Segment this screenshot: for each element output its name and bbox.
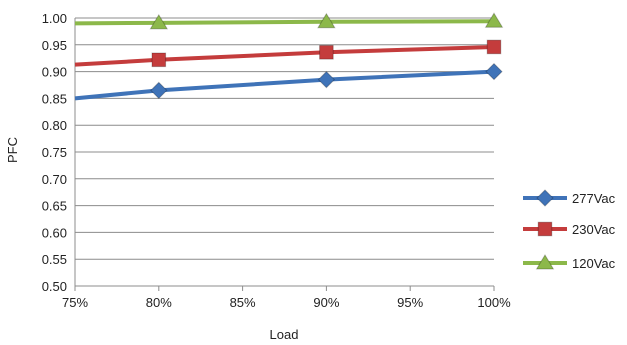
legend-item: 277Vac xyxy=(523,189,616,207)
legend-label: 230Vac xyxy=(572,222,616,237)
y-tick-label: 0.50 xyxy=(42,279,67,294)
legend-item: 230Vac xyxy=(523,221,616,237)
y-tick-label: 0.95 xyxy=(42,38,67,53)
x-tick-label: 80% xyxy=(146,295,172,310)
data-point-diamond xyxy=(485,62,503,81)
series-277Vac xyxy=(74,62,503,101)
x-tick-labels: 75% 80% 85% 90% 95% 100% xyxy=(62,295,511,310)
y-tick-label: 0.70 xyxy=(42,172,67,187)
data-point-square xyxy=(537,221,553,237)
y-tick-label: 0.75 xyxy=(42,145,67,160)
y-tick-label: 0.65 xyxy=(42,199,67,214)
data-point-triangle xyxy=(535,254,555,270)
legend-item: 120Vac xyxy=(523,254,616,271)
legend: 277Vac 230Vac 120Vac xyxy=(523,189,616,271)
x-tick-label: 90% xyxy=(313,295,339,310)
y-tick-labels: 0.50 0.55 0.60 0.65 0.70 0.75 0.80 0.85 0.90 0.95… xyxy=(42,11,67,294)
x-tick-label: 75% xyxy=(62,295,88,310)
axes xyxy=(74,18,495,291)
x-axis-title: Load xyxy=(270,327,299,342)
y-tick-label: 1.00 xyxy=(42,11,67,26)
y-tick-label: 0.55 xyxy=(42,252,67,267)
y-tick-label: 0.90 xyxy=(42,65,67,80)
series-line xyxy=(74,19,495,26)
y-axis-title: PFC xyxy=(5,137,20,163)
series-120Vac xyxy=(74,12,504,30)
data-point-diamond xyxy=(317,70,336,89)
y-tick-label: 0.85 xyxy=(42,91,67,106)
series-group xyxy=(74,12,504,101)
data-point-square xyxy=(151,52,167,68)
data-point-diamond xyxy=(150,81,168,100)
x-tick-label: 100% xyxy=(477,295,511,310)
y-tick-label: 0.60 xyxy=(42,225,67,240)
data-point-triangle xyxy=(149,13,169,30)
gridlines xyxy=(75,17,494,287)
x-tick-label: 85% xyxy=(230,295,256,310)
y-tick-label: 0.80 xyxy=(42,118,67,133)
data-point-diamond xyxy=(536,189,554,207)
data-point-triangle xyxy=(317,12,336,29)
legend-label: 120Vac xyxy=(572,256,616,271)
series-line xyxy=(74,44,495,67)
data-point-square xyxy=(486,39,502,55)
series-230Vac xyxy=(74,39,502,68)
x-tick-label: 95% xyxy=(397,295,423,310)
series-line xyxy=(74,69,495,101)
data-point-square xyxy=(319,45,334,60)
data-point-triangle xyxy=(484,12,504,28)
legend-label: 277Vac xyxy=(572,191,616,206)
